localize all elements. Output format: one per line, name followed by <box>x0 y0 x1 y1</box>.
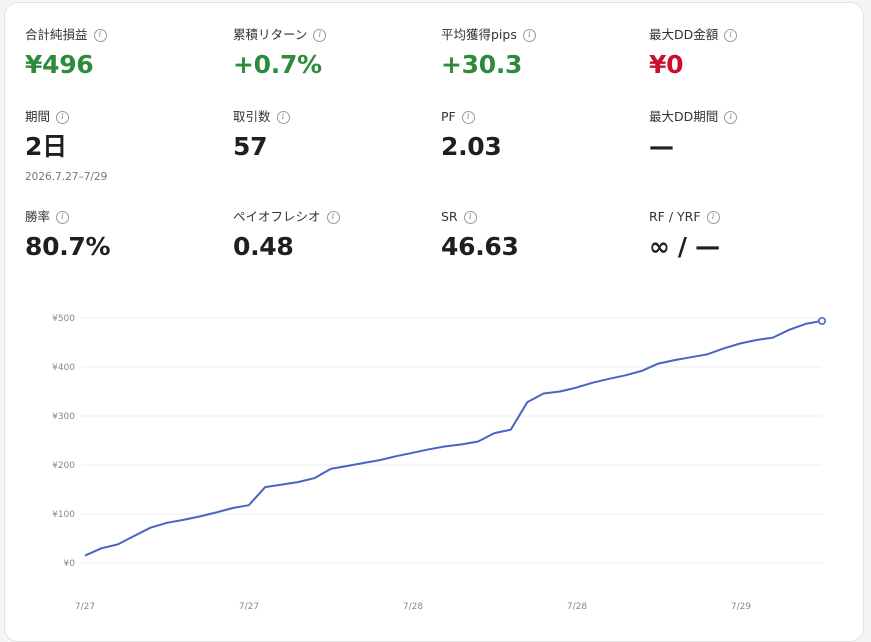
stat-10: SR i 46.63 <box>441 209 519 263</box>
stat-value: ∞ / — <box>649 232 720 261</box>
stat-label-text: 取引数 <box>233 109 271 124</box>
stat-value: — <box>649 132 674 161</box>
stat-subtext: 2026.7.27–7/29 <box>25 171 108 183</box>
stat-label-text: PF <box>441 109 456 124</box>
info-icon[interactable]: i <box>326 210 340 224</box>
stat-label-text: 最大DD期間 <box>649 109 719 124</box>
last-point-marker[interactable] <box>817 316 826 325</box>
stat-label-text: 勝率 <box>25 209 51 224</box>
stat-value: +30.3 <box>441 50 523 79</box>
stat-4: 期間 i 2日 2026.7.27–7/29 <box>25 109 107 183</box>
stat-label: RF / YRF i <box>649 209 720 225</box>
x-tick-label: 7/27 <box>239 602 259 612</box>
y-tick-label: ¥100 <box>52 510 75 520</box>
stat-value: 57 <box>233 132 268 161</box>
stat-value: +0.7% <box>233 50 322 79</box>
info-icon[interactable]: i <box>724 28 738 42</box>
stat-value: ¥0 <box>649 50 684 79</box>
stat-label-text: RF / YRF <box>649 209 701 224</box>
stat-7: 最大DD期間 i — <box>649 109 738 163</box>
stat-label: 合計純損益 i <box>25 27 107 43</box>
x-tick-label: 7/28 <box>567 602 587 612</box>
stat-value: 80.7% <box>25 232 111 261</box>
stat-label: 平均獲得pips i <box>441 27 536 43</box>
stat-value: 0.48 <box>233 232 294 261</box>
info-icon[interactable]: i <box>56 210 70 224</box>
stat-label-text: 期間 <box>25 109 51 124</box>
info-icon[interactable]: i <box>724 110 738 124</box>
stat-label-text: 合計純損益 <box>25 27 88 42</box>
stat-2: 平均獲得pips i +30.3 <box>441 27 536 81</box>
equity-line <box>84 319 823 557</box>
stat-label: 累積リターン i <box>233 27 327 43</box>
y-tick-label: ¥200 <box>52 461 75 471</box>
info-icon[interactable]: i <box>461 110 475 124</box>
stat-11: RF / YRF i ∞ / — <box>649 209 720 263</box>
info-icon[interactable]: i <box>93 28 107 42</box>
y-tick-label: ¥500 <box>52 314 75 324</box>
stat-label: SR i <box>441 209 519 225</box>
stat-value: 2.03 <box>441 132 502 161</box>
stat-label-text: 平均獲得pips <box>441 27 517 42</box>
stat-value: 46.63 <box>441 232 519 261</box>
info-icon[interactable]: i <box>276 110 290 124</box>
stat-label: 最大DD金額 i <box>649 27 738 43</box>
stat-8: 勝率 i 80.7% <box>25 209 111 263</box>
stat-9: ペイオフレシオ i 0.48 <box>233 209 340 263</box>
stat-label: 期間 i <box>25 109 107 125</box>
stat-value: 2日 <box>25 132 67 161</box>
stat-label-text: 累積リターン <box>233 27 308 42</box>
stat-1: 累積リターン i +0.7% <box>233 27 327 81</box>
stat-label-text: ペイオフレシオ <box>233 209 321 224</box>
performance-card <box>4 2 864 642</box>
stat-value: ¥496 <box>25 50 94 79</box>
y-tick-label: ¥0 <box>64 559 76 569</box>
y-tick-label: ¥400 <box>52 363 75 373</box>
info-icon[interactable]: i <box>463 210 477 224</box>
info-icon[interactable]: i <box>56 110 70 124</box>
stat-label-text: SR <box>441 209 458 224</box>
stat-0: 合計純損益 i ¥496 <box>25 27 107 81</box>
y-tick-label: ¥300 <box>52 412 75 422</box>
stat-3: 最大DD金額 i ¥0 <box>649 27 738 81</box>
x-tick-label: 7/28 <box>403 602 423 612</box>
stat-label: 取引数 i <box>233 109 290 125</box>
stat-label: PF i <box>441 109 501 125</box>
info-icon[interactable]: i <box>522 28 536 42</box>
stat-label: ペイオフレシオ i <box>233 209 340 225</box>
stat-label-text: 最大DD金額 <box>649 27 719 42</box>
stat-6: PF i 2.03 <box>441 109 502 163</box>
info-icon[interactable]: i <box>706 210 720 224</box>
stat-label: 勝率 i <box>25 209 110 225</box>
x-tick-label: 7/27 <box>75 602 95 612</box>
info-icon[interactable]: i <box>313 28 327 42</box>
x-tick-label: 7/29 <box>731 602 751 612</box>
stat-5: 取引数 i 57 <box>233 109 290 163</box>
stat-label: 最大DD期間 i <box>649 109 738 125</box>
